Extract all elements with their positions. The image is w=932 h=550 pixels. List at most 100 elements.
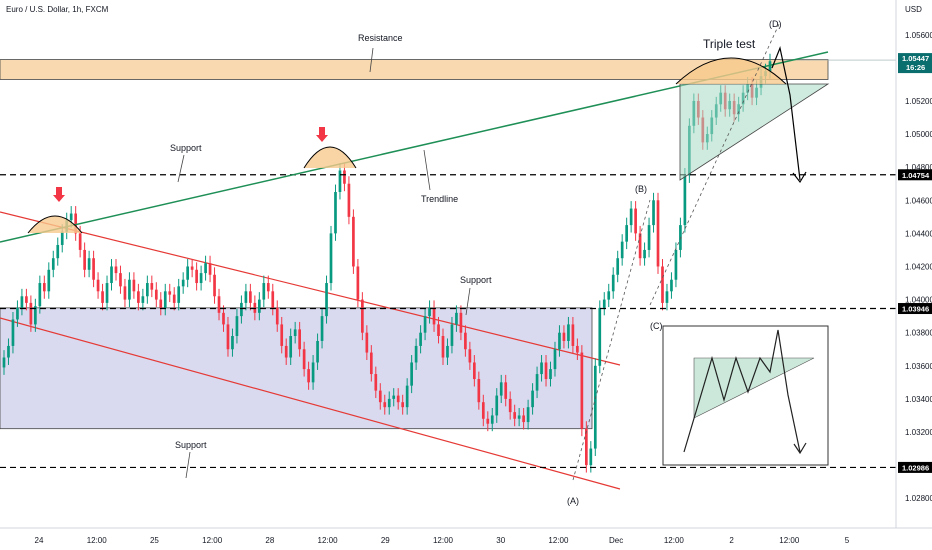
candle xyxy=(504,374,508,407)
candle xyxy=(83,242,86,278)
candle xyxy=(652,192,655,233)
candle xyxy=(38,275,42,314)
zones-layer xyxy=(0,59,829,430)
x-tick-label: 12:00 xyxy=(202,536,223,545)
candle xyxy=(361,292,364,341)
y-tick-label: 1.05000 xyxy=(905,130,932,139)
candle xyxy=(593,358,597,456)
candle xyxy=(446,338,449,365)
symbol-title: Euro / U.S. Dollar, 1h, FXCM xyxy=(6,5,109,14)
candle xyxy=(302,341,306,377)
candle xyxy=(7,338,10,365)
candle xyxy=(392,388,396,407)
candle xyxy=(110,259,113,291)
time-axis: 24 12:00 25 12:00 28 12:00 29 12:00 30 12:00 Dec 12… xyxy=(0,527,932,545)
x-tick-label: 12:00 xyxy=(87,536,108,545)
candle xyxy=(280,316,284,354)
candle xyxy=(450,316,454,354)
resistance-label: Resistance xyxy=(358,33,403,43)
x-tick-label: 2 xyxy=(729,536,734,545)
candle xyxy=(607,283,611,308)
point-b-label: (B) xyxy=(635,184,647,194)
candle xyxy=(352,209,355,274)
candle xyxy=(163,283,167,316)
candle xyxy=(275,300,279,332)
candle xyxy=(316,333,319,370)
triangle-pattern xyxy=(679,83,830,181)
y-tick-label: 1.03600 xyxy=(905,362,932,371)
candle xyxy=(226,316,230,357)
candle xyxy=(378,383,382,410)
candle xyxy=(34,298,37,332)
triple-test-dome xyxy=(675,57,787,85)
candle xyxy=(132,272,136,299)
candle xyxy=(262,275,266,308)
candle xyxy=(620,234,624,266)
candle xyxy=(598,300,602,374)
candle xyxy=(154,282,158,308)
candle xyxy=(683,168,687,233)
candle xyxy=(119,265,122,294)
candle xyxy=(253,295,257,321)
candle xyxy=(414,338,418,370)
candle xyxy=(87,250,91,278)
candle xyxy=(495,388,499,423)
zone-support xyxy=(0,307,593,430)
candle xyxy=(459,305,463,341)
candle xyxy=(141,288,145,311)
candle xyxy=(540,355,543,382)
y-tick-label: 1.04800 xyxy=(905,163,932,172)
currency-label: USD xyxy=(905,5,922,14)
candle xyxy=(181,272,185,294)
candle xyxy=(146,275,149,304)
candle xyxy=(96,272,100,299)
candle xyxy=(240,295,243,324)
candle xyxy=(74,206,78,241)
candle xyxy=(2,350,6,375)
point-a-label: (A) xyxy=(567,496,579,506)
trendline-pointer xyxy=(423,149,431,191)
x-tick-label: 12:00 xyxy=(548,536,569,545)
y-tick-label: 1.04400 xyxy=(905,229,932,238)
candle xyxy=(670,272,673,299)
candle xyxy=(383,394,387,415)
svg-text:1.04754: 1.04754 xyxy=(902,171,930,180)
x-tick-label: 12:00 xyxy=(433,536,454,545)
descending-channel xyxy=(0,211,621,490)
candle xyxy=(114,259,118,281)
candle xyxy=(455,305,458,332)
candle xyxy=(419,325,422,354)
candle xyxy=(602,292,606,316)
point-d-label: (D) xyxy=(769,19,782,29)
candle xyxy=(217,288,221,321)
candle xyxy=(576,338,579,360)
candle xyxy=(128,272,131,308)
candle xyxy=(25,288,28,311)
candle xyxy=(369,345,373,382)
x-tick-label: 12:00 xyxy=(318,536,339,545)
candle xyxy=(490,408,494,432)
candle xyxy=(629,201,633,233)
forecast-path xyxy=(771,45,801,181)
candle xyxy=(29,295,33,332)
svg-text:1.05447: 1.05447 xyxy=(902,54,929,63)
point-c-label: (C) xyxy=(650,321,663,331)
red-arrow-down-2 xyxy=(316,127,328,142)
candle xyxy=(334,184,337,241)
candle xyxy=(665,283,669,311)
candle xyxy=(634,201,637,241)
support-top-pointer xyxy=(177,154,185,183)
trendline-label: Trendline xyxy=(421,194,458,204)
channel-lower-line xyxy=(0,317,621,490)
candle xyxy=(611,267,615,299)
y-tick-label: 1.04200 xyxy=(905,262,932,271)
candle xyxy=(499,374,503,404)
x-tick-label: 12:00 xyxy=(779,536,800,545)
candle xyxy=(526,399,530,430)
candle xyxy=(428,300,431,324)
x-tick-label: 28 xyxy=(265,536,274,545)
y-tick-label: 1.02800 xyxy=(905,494,932,503)
svg-text:1.03946: 1.03946 xyxy=(902,305,929,314)
